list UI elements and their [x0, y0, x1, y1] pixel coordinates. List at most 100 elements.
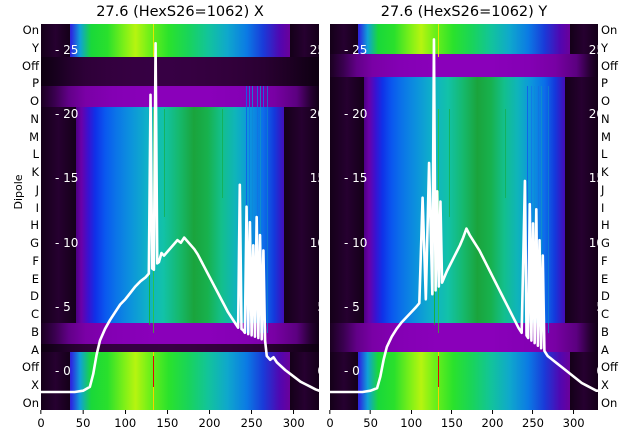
y-tick-label: - 25 [55, 42, 79, 57]
x-tick-mark [293, 410, 295, 414]
overlay-curve [41, 42, 319, 394]
category-tick: Off [22, 360, 39, 375]
x-tick: 0 [37, 410, 45, 430]
heatmap-margin [330, 77, 364, 324]
overlay-curve [330, 38, 598, 394]
x-tick-mark [410, 410, 412, 414]
category-tick: M [601, 129, 611, 144]
x-tick-label: 150 [156, 416, 179, 430]
category-tick: O [601, 94, 611, 109]
x-tick-label: 50 [363, 416, 378, 430]
heatmap-band-top-bright [330, 24, 598, 55]
x-tick-label: 100 [400, 416, 423, 430]
category-tick: On [601, 396, 618, 410]
x-tick: 50 [363, 410, 378, 430]
category-tick: On [601, 23, 618, 37]
category-tick: B [601, 324, 609, 339]
x-tick-label: 300 [562, 416, 585, 430]
x-tick-mark [370, 410, 372, 414]
x-tick-label: 0 [37, 416, 45, 430]
heatmap-band-bottom-bright [41, 352, 319, 410]
x-tick: 200 [198, 410, 221, 430]
heatmap-line [252, 85, 254, 333]
heatmap-line [438, 355, 439, 387]
heatmap-margin [569, 24, 598, 55]
x-tick-label: 200 [481, 416, 504, 430]
category-tick: L [32, 147, 39, 162]
x-axis-right: 0 50 100 150 200 250 300 [326, 410, 598, 440]
x-axis-left: 0 50 100 150 200 250 300 [37, 410, 319, 440]
heatmap-line [153, 24, 155, 57]
heatmap-margin [41, 352, 71, 410]
x-tick-label: 150 [440, 416, 463, 430]
heatmap-panel-x[interactable]: - 25 25 - 20 20 - 15 15 - 10 10 - 5 5 - 0 0 [41, 24, 319, 410]
heatmap-margin [330, 24, 359, 55]
category-tick: J [601, 182, 605, 197]
category-tick: G [30, 236, 39, 251]
heatmap-line [537, 85, 539, 333]
x-tick-mark [329, 410, 331, 414]
heatmap-margin [330, 352, 359, 410]
x-tick-mark [40, 410, 42, 414]
heatmap-panel-y[interactable]: - 25 25 - 20 20 - 15 15 - 10 10 - 5 5 - 0 0 [330, 24, 598, 410]
heatmap-line [163, 108, 165, 217]
category-ticks-right: On Y Off P O N M L K J I H G F E D C B A Off X On [601, 24, 635, 410]
x-tick-label: 200 [198, 416, 221, 430]
x-tick: 100 [400, 410, 422, 430]
category-tick: E [601, 271, 609, 286]
heatmap-margin [41, 106, 76, 324]
y-tick-label: - 20 [55, 107, 79, 122]
x-tick-mark [124, 410, 126, 414]
category-tick: D [601, 289, 610, 304]
heatmap-margin [569, 352, 598, 410]
y-tick-label: 10 [309, 235, 319, 250]
category-tick: On [22, 396, 39, 410]
x-tick-mark [166, 410, 168, 414]
panel-title-y: 27.6 (HexS26=1062) Y [380, 4, 548, 20]
category-tick: Y [601, 40, 609, 55]
category-tick: F [601, 253, 608, 268]
heatmap-line [438, 24, 439, 57]
heatmap-line [153, 355, 155, 387]
y-tick-label: - 0 [344, 364, 360, 379]
y-tick-label: 15 [309, 171, 319, 186]
category-ticks-left: On Y Off P O N M L K J I H G F E D C B A Off X On [5, 24, 39, 410]
category-tick: H [30, 218, 39, 233]
heatmap-band-bottom-dark [41, 344, 319, 353]
category-tick: A [31, 342, 39, 357]
y-tick-label: 25 [309, 42, 319, 57]
category-tick: N [30, 111, 39, 126]
x-tick: 250 [241, 410, 263, 430]
heatmap-line [544, 85, 546, 333]
heatmap-margin [284, 106, 319, 324]
category-tick: On [22, 23, 39, 37]
category-tick: K [601, 165, 609, 180]
category-tick: O [29, 94, 39, 109]
category-tick: Off [601, 58, 618, 73]
category-tick: P [32, 76, 39, 91]
category-tick: N [601, 111, 610, 126]
y-tick-label: 10 [588, 235, 598, 250]
heatmap-margin [41, 24, 71, 57]
x-tick: 200 [481, 410, 503, 430]
x-tick-label: 300 [282, 416, 305, 430]
y-tick-label: - 5 [55, 300, 71, 315]
category-tick: K [31, 165, 39, 180]
category-tick: M [29, 129, 39, 144]
category-tick: I [35, 200, 39, 215]
heatmap-band-main-body [330, 77, 598, 324]
heatmap-line [249, 85, 251, 333]
category-tick: I [601, 200, 605, 215]
x-tick: 100 [114, 410, 136, 430]
heatmap-line [504, 108, 506, 198]
heatmap-band-sep-dark-1 [41, 56, 319, 86]
heatmap-line [527, 85, 529, 333]
x-tick-mark [451, 410, 453, 414]
heatmap-line [260, 85, 262, 333]
heatmap-band-sep-purple-2 [330, 323, 598, 353]
category-tick: X [601, 378, 609, 393]
x-tick-mark [251, 410, 253, 414]
category-tick: C [601, 307, 610, 322]
heatmap-margin [564, 77, 598, 324]
x-tick-mark [208, 410, 210, 414]
